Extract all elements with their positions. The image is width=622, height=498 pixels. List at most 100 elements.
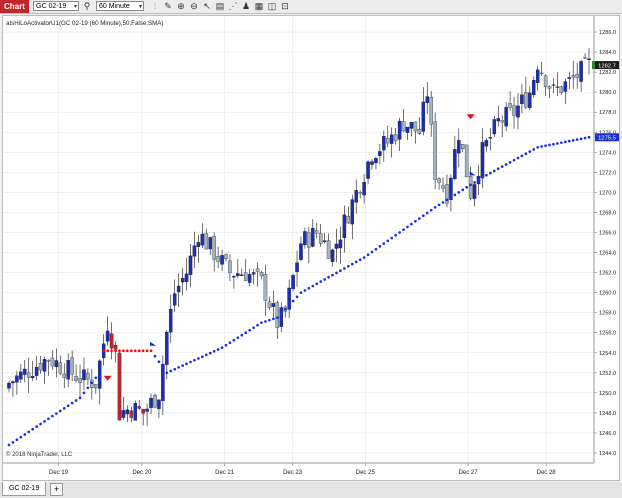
hilo-dot: [122, 349, 125, 353]
candle-body: [417, 129, 422, 134]
hilo-dot: [394, 233, 398, 237]
candle-body: [429, 97, 433, 125]
candle: [559, 85, 564, 95]
lock-icon[interactable]: ⊡: [281, 1, 289, 11]
hilo-dot: [118, 349, 121, 353]
candle-body: [318, 232, 323, 244]
tab-gc-02-19[interactable]: GC 02-19: [2, 482, 47, 496]
hilo-dot: [39, 422, 42, 426]
candle: [157, 399, 161, 419]
candle-body: [326, 240, 331, 259]
candle: [133, 400, 138, 421]
hilo-dot: [366, 253, 370, 257]
hilo-dot: [524, 152, 528, 156]
hilo-dot: [102, 349, 106, 353]
candle-body: [405, 126, 410, 133]
zoom-in-icon[interactable]: ⊕: [177, 1, 185, 11]
candle: [350, 194, 355, 240]
strategies-icon[interactable]: ♟: [241, 1, 251, 11]
candle: [330, 248, 335, 267]
hilo-dot: [204, 353, 208, 357]
candle-body: [157, 399, 161, 409]
add-tab-button[interactable]: +: [50, 483, 63, 496]
candle: [78, 364, 82, 399]
hilo-dot: [331, 273, 334, 277]
search-icon[interactable]: ⚲: [83, 1, 91, 11]
hilo-dot: [94, 376, 98, 380]
candle-body: [583, 57, 587, 59]
candle-body: [441, 185, 445, 189]
hilo-dot: [382, 242, 386, 245]
candle-body: [26, 372, 31, 378]
axis-price-tags: 1282.7 1275.5: [592, 61, 619, 141]
drawing-tools-icon[interactable]: ✎: [164, 1, 172, 11]
candle-body: [453, 149, 457, 180]
interval-selector[interactable]: 60 Minute ▾: [96, 1, 144, 11]
hilo-dot: [465, 186, 469, 189]
candle-body: [232, 276, 236, 278]
candle-body: [94, 384, 98, 389]
hilo-dot: [240, 333, 244, 337]
candle-body: [82, 369, 86, 381]
candle: [401, 109, 406, 133]
hilo-dot: [133, 349, 137, 353]
candle-body: [133, 402, 138, 421]
price-chart-panel[interactable]: Dec 19 Dec 20 Dec 21 Dec 23 Dec 25 Dec 27 Dec …: [2, 15, 620, 481]
properties-icon[interactable]: ▤: [215, 1, 225, 11]
candle-body: [425, 96, 429, 104]
candlestick-chart[interactable]: Dec 19 Dec 20 Dec 21 Dec 23 Dec 25 Dec 27 Dec …: [3, 16, 619, 480]
data-box-icon[interactable]: ▦: [254, 1, 264, 11]
hilo-dot: [268, 318, 271, 322]
candle: [26, 357, 31, 393]
candle-body: [555, 86, 560, 88]
candle-body: [125, 409, 130, 415]
instrument-selector[interactable]: GC 02-19 ▾: [33, 1, 79, 11]
candle-body: [184, 273, 189, 282]
hilo-dot: [335, 271, 338, 275]
candle-body: [208, 237, 212, 250]
pointer-icon[interactable]: ↖: [203, 1, 211, 11]
candle-body: [86, 373, 90, 380]
candle-body: [472, 184, 477, 199]
candle: [311, 219, 315, 248]
candle: [370, 159, 374, 170]
bar-type-icon[interactable]: ⫶: [153, 1, 157, 11]
x-tick-label: Dec 20: [132, 470, 152, 476]
candle-body: [11, 381, 15, 384]
candle: [303, 227, 307, 249]
candle: [555, 72, 560, 97]
candle-body: [559, 86, 564, 93]
hilo-dot: [161, 365, 165, 369]
candle-body: [117, 352, 122, 421]
candle-body: [216, 256, 220, 262]
zoom-out-icon[interactable]: ⊖: [190, 1, 198, 11]
hilo-dot: [216, 348, 220, 351]
screenshot-icon[interactable]: ◫: [267, 1, 277, 11]
candle-body: [362, 181, 366, 196]
candle-body: [539, 72, 544, 74]
candle: [129, 407, 134, 423]
candle: [236, 259, 240, 278]
chart-window-badge[interactable]: Chart: [0, 0, 29, 13]
hilo-dot: [520, 154, 524, 158]
candle-body: [34, 366, 39, 376]
candle: [571, 60, 575, 89]
candle-body: [563, 81, 568, 92]
candle: [255, 262, 260, 287]
y-tick-label: 1248.0: [599, 411, 616, 417]
hilo-dot: [417, 217, 421, 220]
buy-signal-marker: [469, 171, 476, 176]
candle: [358, 190, 362, 199]
sell-signal-marker: [103, 375, 112, 381]
candle-body: [169, 308, 173, 333]
candle-body: [188, 255, 193, 275]
candle: [532, 76, 536, 98]
candle: [161, 355, 165, 416]
candle-body: [255, 268, 260, 272]
candle: [575, 62, 579, 89]
candle-body: [121, 410, 126, 418]
buy-signal-marker: [150, 341, 157, 346]
candle: [192, 231, 197, 268]
indicators-icon[interactable]: ⋰: [228, 1, 238, 11]
candle: [512, 96, 516, 129]
